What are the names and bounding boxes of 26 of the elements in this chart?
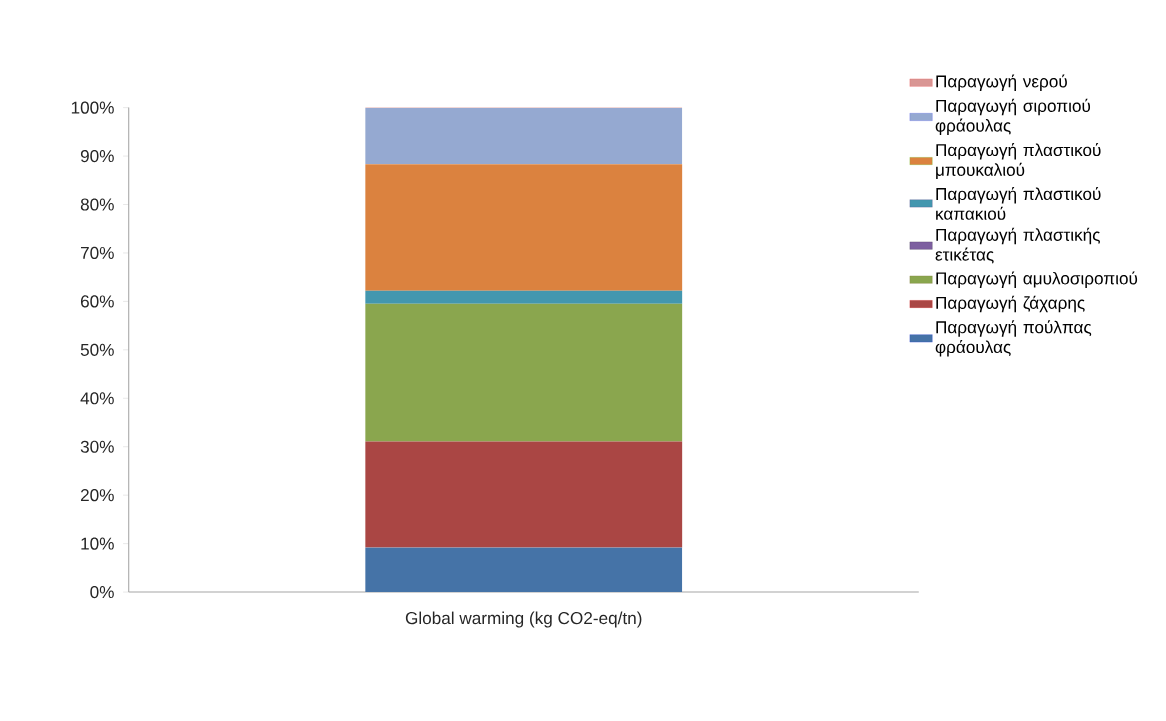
legend-label: Παραγωγή νερού bbox=[936, 74, 1067, 91]
bar bbox=[365, 164, 683, 291]
bar bbox=[365, 290, 683, 304]
y-tick-label: 80% bbox=[80, 198, 114, 211]
bar bbox=[365, 441, 683, 548]
y-tick-label: 100% bbox=[71, 101, 114, 114]
bar bbox=[365, 547, 683, 593]
legend-label: Παραγωγή πούλπας φράουλας bbox=[935, 320, 1092, 357]
legend-label: Παραγωγή σιροπιού φράουλας bbox=[935, 98, 1091, 136]
y-tick-label: 50% bbox=[80, 343, 114, 357]
legend-label: Παραγωγή πλαστικού καπακιού bbox=[936, 187, 1101, 220]
bar bbox=[365, 303, 683, 442]
legend-label: Παραγωγή πλαστικής ετικέτας bbox=[935, 227, 1100, 264]
y-tick-label: 30% bbox=[80, 440, 114, 453]
y-tick-label: 70% bbox=[81, 246, 114, 260]
legend-label: Παραγωγή αμυλοσιροπιού bbox=[936, 271, 1138, 288]
legend-label: Παραγωγή πλαστικού μπουκαλιού bbox=[936, 143, 1101, 180]
y-tick-label: 0% bbox=[90, 586, 114, 599]
y-tick-label: 40% bbox=[80, 392, 114, 405]
y-tick-label: 20% bbox=[80, 489, 114, 502]
y-tick-label: 60% bbox=[80, 295, 114, 308]
legend-label: Παραγωγή ζάχαρης bbox=[936, 295, 1085, 313]
y-tick-label: 90% bbox=[80, 150, 114, 163]
x-tick-label: Global warming (kg CO2-eq/tn) bbox=[405, 611, 642, 628]
y-tick-label: 10% bbox=[81, 537, 114, 550]
bar bbox=[365, 108, 683, 165]
